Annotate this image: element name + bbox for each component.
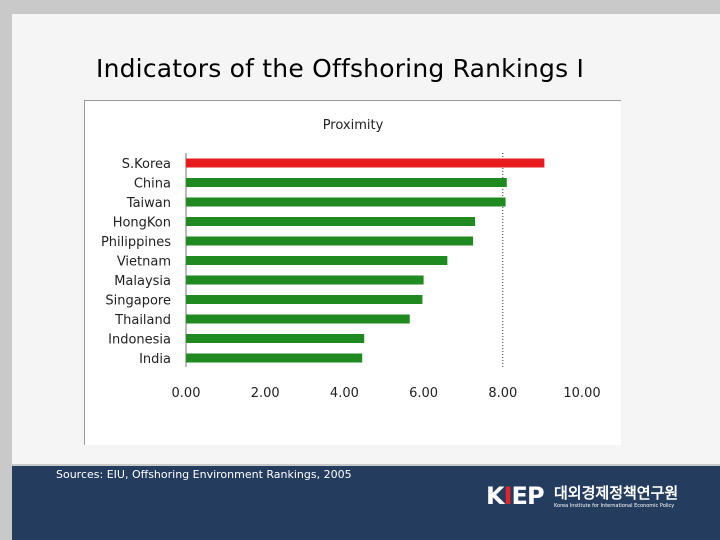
x-tick-label: 2.00 <box>251 386 280 401</box>
category-label: Vietnam <box>117 255 171 270</box>
bar-indonesia <box>186 334 365 343</box>
proximity-bar-chart: Proximity S.Korea China Taiwan HongKon Philip… <box>101 118 601 401</box>
logo-english-name: Korea Institute for International Econom… <box>554 503 675 509</box>
x-tick-label: 4.00 <box>330 386 359 401</box>
x-tick-label: 8.00 <box>488 386 517 401</box>
chart-title: Proximity <box>323 118 384 133</box>
category-label: Singapore <box>105 294 171 309</box>
category-label: Taiwan <box>126 196 171 211</box>
category-label: Indonesia <box>108 333 171 348</box>
category-label: S.Korea <box>122 157 171 172</box>
bar-vietnam <box>186 256 448 265</box>
bar-taiwan <box>186 197 506 207</box>
bar-thailand <box>186 314 410 324</box>
bar-skorea <box>186 158 545 168</box>
category-label: Thailand <box>114 313 171 328</box>
logo-mark: KIEP <box>486 482 545 510</box>
x-tick-label: 6.00 <box>409 386 438 401</box>
bar-singapore <box>186 295 423 304</box>
logo-letter: I <box>503 482 513 510</box>
x-tick-label: 0.00 <box>172 386 201 401</box>
x-tick-label: 10.00 <box>563 386 600 401</box>
category-label: HongKon <box>113 216 171 231</box>
bar-hongkon <box>186 217 476 226</box>
category-label: Malaysia <box>114 274 171 289</box>
bar-malaysia <box>186 275 424 285</box>
logo-letter: P <box>526 482 545 510</box>
bar-india <box>186 353 363 363</box>
logo-korean-name: 대외경제정책연구원 <box>554 484 679 502</box>
logo-letter: E <box>511 482 528 510</box>
bar-philippines <box>186 236 474 246</box>
sources-note: Sources: EIU, Offshoring Environment Ran… <box>56 468 352 481</box>
chart-panel: Proximity S.Korea China Taiwan HongKon Philip… <box>84 100 621 445</box>
category-label: Philippines <box>101 235 171 250</box>
logo-letter: K <box>486 482 505 510</box>
kiep-logo: KIEP 대외경제정책연구원 Korea Institute for Inter… <box>486 482 686 512</box>
category-label: India <box>139 352 171 367</box>
bar-china <box>186 178 507 187</box>
category-label: China <box>134 177 171 192</box>
footer-bar: Sources: EIU, Offshoring Environment Ran… <box>12 466 720 540</box>
slide-title: Indicators of the Offshoring Rankings Ⅰ <box>96 54 585 83</box>
